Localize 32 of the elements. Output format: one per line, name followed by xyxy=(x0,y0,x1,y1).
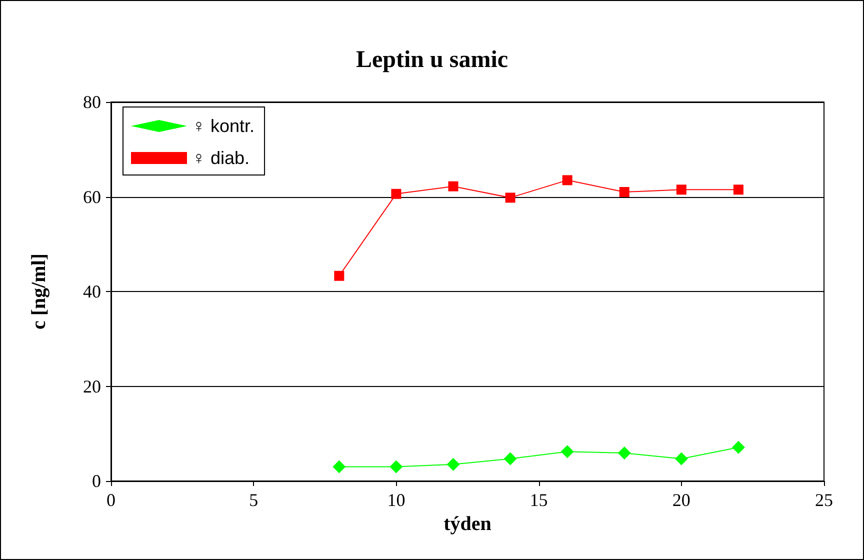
x-tick-label: 0 xyxy=(106,490,116,510)
point xyxy=(618,446,631,460)
point xyxy=(391,188,402,199)
x-axis-title: týden xyxy=(444,512,492,535)
point xyxy=(619,187,630,198)
y-tick-label: 0 xyxy=(92,471,101,491)
point xyxy=(504,452,517,466)
y-tick-label: 40 xyxy=(83,282,101,302)
point xyxy=(390,460,403,474)
legend-label: ♀ diab. xyxy=(192,148,250,168)
point xyxy=(562,175,572,186)
x-tick-label: 10 xyxy=(387,490,406,510)
y-tick-label: 20 xyxy=(83,376,101,396)
x-tick-label: 5 xyxy=(249,490,258,510)
point xyxy=(446,458,460,471)
point xyxy=(332,460,346,474)
point xyxy=(674,452,688,466)
point xyxy=(560,445,574,458)
x-tick-label: 20 xyxy=(672,490,690,510)
x-tick-label: 25 xyxy=(815,490,833,510)
x-tick-label: 15 xyxy=(530,490,548,510)
y-tick-label: 60 xyxy=(83,186,101,207)
y-axis-title: c [ng/ml] xyxy=(28,253,50,330)
chart-title: Leptin u samic xyxy=(356,47,508,73)
point xyxy=(448,181,458,192)
legend-label: ♀ kontr. xyxy=(192,116,255,136)
point xyxy=(732,440,745,454)
point xyxy=(334,270,344,281)
point xyxy=(505,192,516,203)
point xyxy=(676,184,686,195)
y-tick-label: 80 xyxy=(83,92,101,112)
point xyxy=(733,184,744,195)
